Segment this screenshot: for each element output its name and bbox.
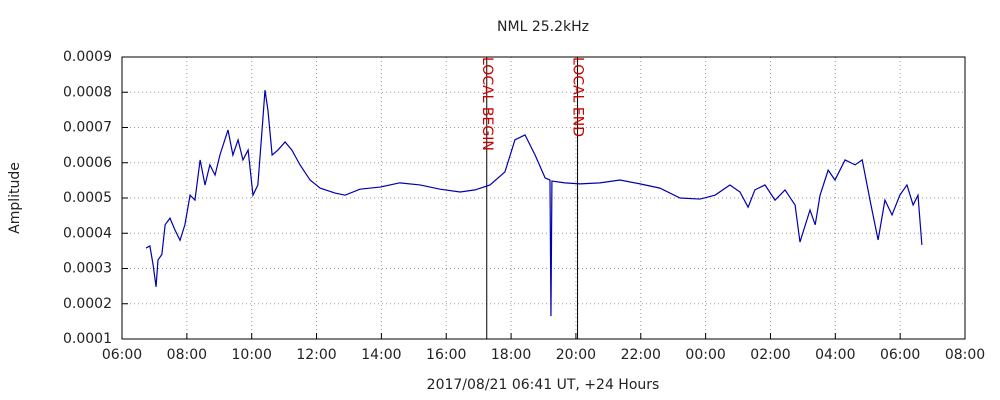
x-tick-label: 22:00: [621, 347, 661, 363]
annotation-label: LOCAL END: [570, 57, 586, 137]
x-tick-label: 02:00: [750, 347, 790, 363]
x-tick-label: 10:00: [232, 347, 272, 363]
x-tick-label: 18:00: [491, 347, 531, 363]
x-tick-label: 16:00: [426, 347, 466, 363]
y-tick-label: 0.0004: [63, 225, 112, 241]
annotation-label: LOCAL BEGIN: [479, 57, 495, 151]
y-tick-label: 0.0007: [63, 120, 112, 136]
chart-title: NML 25.2kHz: [497, 19, 589, 35]
y-tick-label: 0.0001: [63, 331, 112, 347]
x-tick-label: 08:00: [167, 347, 207, 363]
y-tick-label: 0.0008: [63, 84, 112, 100]
x-tick-label: 12:00: [296, 347, 336, 363]
y-tick-label: 0.0009: [63, 49, 112, 65]
x-tick-label: 00:00: [685, 347, 725, 363]
y-tick-label: 0.0006: [63, 155, 112, 171]
y-axis-label: Amplitude: [7, 162, 23, 234]
y-tick-label: 0.0005: [63, 190, 112, 206]
x-tick-label: 14:00: [361, 347, 401, 363]
x-tick-label: 20:00: [556, 347, 596, 363]
data-line: [145, 90, 923, 317]
x-tick-label: 06:00: [102, 347, 142, 363]
y-tick-label: 0.0002: [63, 296, 112, 312]
plot-frame: [121, 56, 966, 340]
x-tick-label: 04:00: [815, 347, 855, 363]
y-tick-label: 0.0003: [63, 261, 112, 277]
x-axis-label: 2017/08/21 06:41 UT, +24 Hours: [427, 377, 660, 393]
x-tick-label: 08:00: [945, 347, 985, 363]
x-tick-label: 06:00: [880, 347, 920, 363]
